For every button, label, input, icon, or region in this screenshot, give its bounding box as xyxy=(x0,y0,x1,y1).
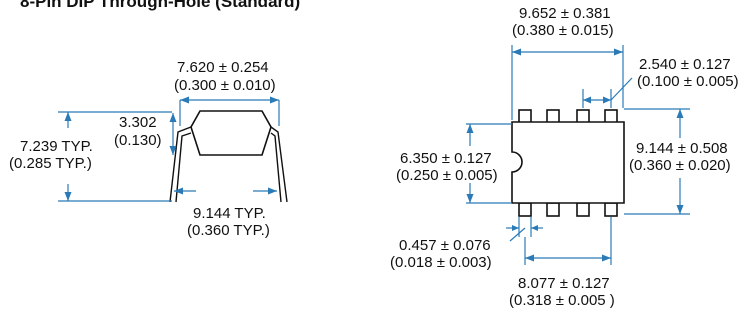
body-width-label: 6.350 ± 0.127 xyxy=(400,150,492,167)
side-view: 7.620 ± 0.254 (0.300 ± 0.010) 3.302 (0.1… xyxy=(9,59,288,239)
pin-top-4 xyxy=(604,109,618,124)
lead-width-label-in: (0.018 ± 0.003) xyxy=(390,254,492,271)
lead-span-label: 9.144 TYP. xyxy=(193,205,266,222)
side-lead-right-inner xyxy=(270,132,282,203)
pitch-label: 2.540 ± 0.127 xyxy=(639,56,731,73)
side-width-label: 7.620 ± 0.254 xyxy=(177,59,269,76)
lead-span-label-in: (0.360 TYP.) xyxy=(187,222,270,239)
row-spacing-label: 9.144 ± 0.508 xyxy=(636,140,728,157)
body-length-label-in: (0.380 ± 0.015) xyxy=(512,22,614,39)
lead-row-length-label-in: (0.318 ± 0.005 ) xyxy=(509,292,615,309)
pin-bottom-3 xyxy=(576,202,590,217)
row-spacing-label-in: (0.360 ± 0.020) xyxy=(629,157,731,174)
pin-bottom-4 xyxy=(604,202,618,217)
side-lead-left-inner xyxy=(175,132,192,203)
top-view: 9.652 ± 0.381 (0.380 ± 0.015) 2.540 ± 0.… xyxy=(390,5,739,309)
body-height-label-in: (0.130) xyxy=(114,132,162,149)
side-lead-right xyxy=(270,126,288,203)
pin-top-2 xyxy=(546,109,560,124)
top-body xyxy=(511,121,625,204)
overall-height-label: 7.239 TYP. xyxy=(20,138,93,155)
body-length-label: 9.652 ± 0.381 xyxy=(519,5,611,22)
body-height-label: 3.302 xyxy=(119,114,157,131)
side-body xyxy=(190,110,272,156)
lead-width-label: 0.457 ± 0.076 xyxy=(399,237,491,254)
pin-bottom-2 xyxy=(546,202,560,217)
pitch-label-in: (0.100 ± 0.005) xyxy=(637,73,739,90)
pin-top-1 xyxy=(518,109,532,124)
drawing-title: 8-Pin DIP Through-Hole (Standard) xyxy=(20,0,300,11)
pin-bottom-1 xyxy=(518,202,532,217)
side-lead-left xyxy=(169,126,192,203)
body-width-label-in: (0.250 ± 0.005) xyxy=(396,167,498,184)
overall-height-label-in: (0.285 TYP.) xyxy=(9,155,92,172)
side-width-label-in: (0.300 ± 0.010) xyxy=(174,77,276,94)
pin-top-3 xyxy=(576,109,590,124)
lead-row-length-label: 8.077 ± 0.127 xyxy=(518,275,610,292)
